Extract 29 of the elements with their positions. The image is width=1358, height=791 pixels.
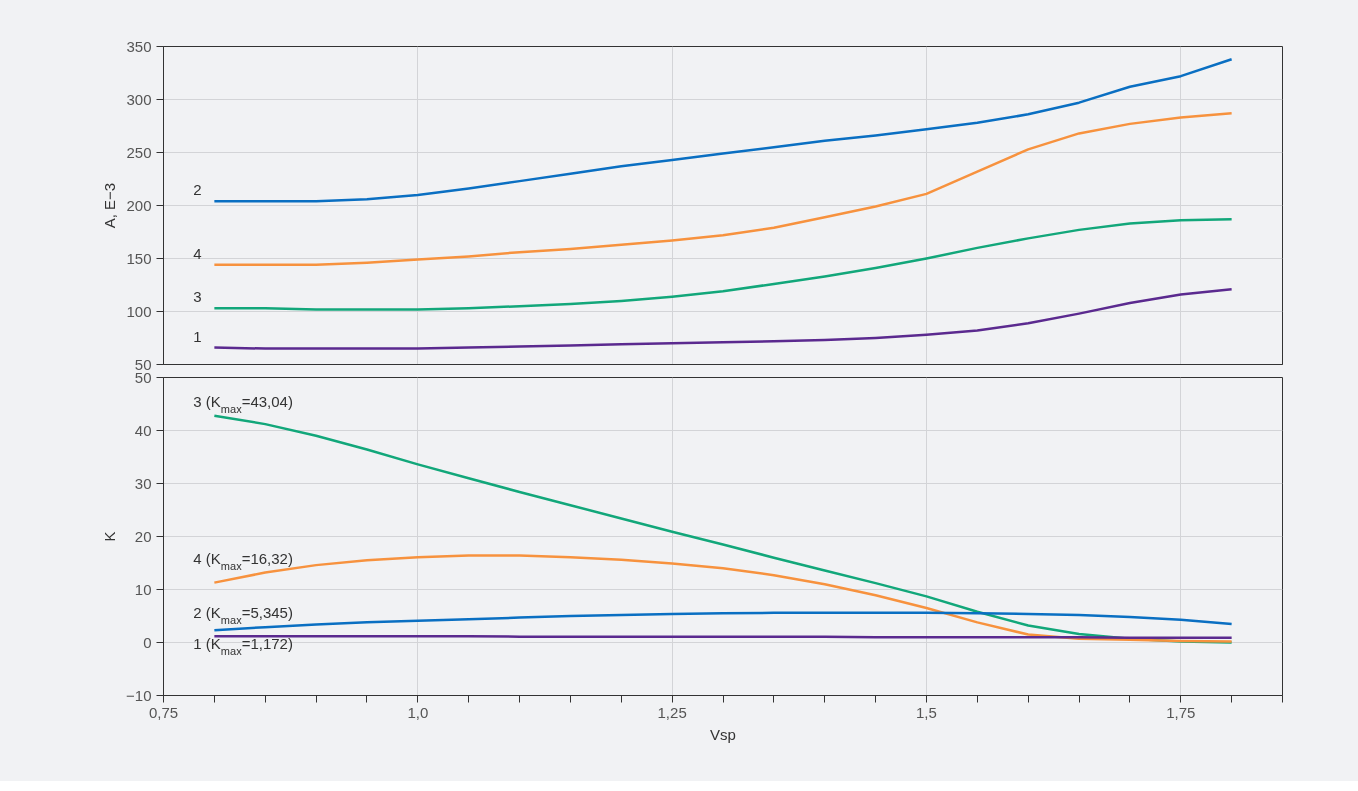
y-tick-label: 250 — [126, 143, 152, 161]
x-tick-label: 1,5 — [916, 703, 937, 721]
y-tick-label: 20 — [134, 527, 152, 545]
line-series — [213, 112, 1233, 267]
x-axis-title: Vsp — [710, 725, 736, 743]
y-tick-label: 350 — [126, 37, 152, 55]
y-tick-label: 10 — [134, 580, 152, 598]
y-tick-label: 150 — [126, 249, 152, 267]
series-label: 2 — [193, 181, 202, 199]
y-tick-label: 40 — [134, 421, 152, 439]
y-axis-title: K — [101, 531, 119, 542]
line-series — [213, 218, 1233, 311]
y-tick-label: −10 — [126, 686, 152, 704]
y-tick-label: 50 — [134, 355, 152, 373]
line-series — [213, 57, 1233, 203]
x-tick-label: 1,0 — [407, 703, 429, 721]
series-label: 1 — [193, 327, 202, 345]
y-tick-label: 0 — [143, 633, 152, 651]
y-tick-label: 300 — [126, 90, 152, 108]
line-series — [213, 287, 1233, 350]
series-label: 3 — [193, 288, 202, 306]
x-tick-label: 0,75 — [148, 703, 179, 721]
y-axis-title: A, E−3 — [101, 182, 119, 229]
x-tick-label: 1,25 — [657, 703, 687, 721]
series-label: 4 — [193, 244, 202, 262]
x-tick-label: 1,75 — [1166, 703, 1196, 721]
y-tick-label: 200 — [126, 196, 152, 214]
y-tick-label: 100 — [126, 302, 152, 320]
y-tick-label: 30 — [134, 474, 152, 492]
